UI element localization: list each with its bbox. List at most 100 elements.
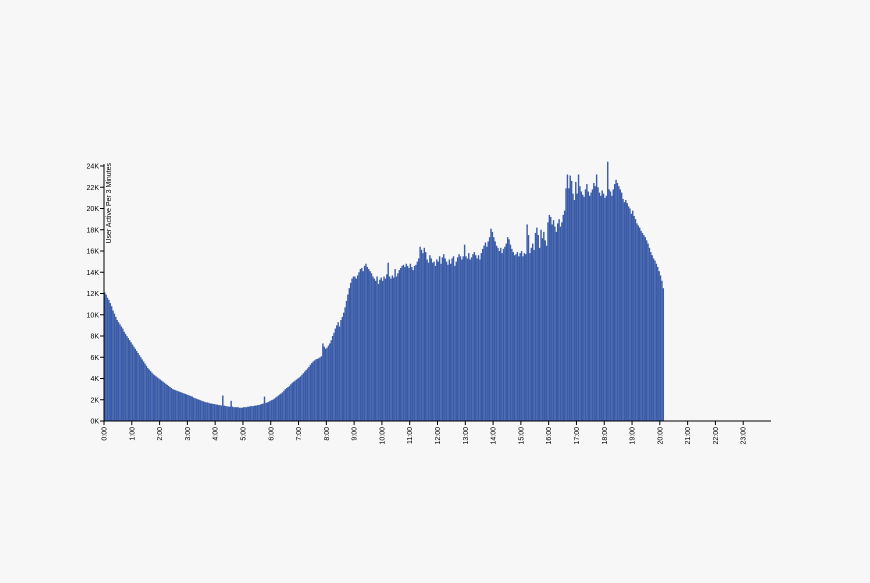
bar — [137, 353, 139, 421]
bar — [638, 227, 641, 422]
bar — [167, 385, 170, 421]
bar — [422, 253, 424, 422]
bar — [160, 380, 163, 422]
bar — [330, 340, 332, 421]
bar — [151, 372, 153, 421]
bar — [306, 368, 309, 421]
bar — [450, 263, 452, 421]
bar — [537, 235, 539, 421]
bar — [219, 405, 221, 421]
bar — [404, 266, 406, 421]
bar — [129, 340, 131, 421]
bar — [645, 240, 648, 422]
bar — [190, 396, 192, 421]
bar — [202, 401, 205, 421]
bar — [119, 324, 121, 421]
bar — [333, 332, 335, 421]
bar — [345, 300, 348, 421]
bar — [205, 402, 207, 421]
bar — [598, 192, 601, 421]
x-tick-label: 4:00 — [213, 427, 220, 441]
bar — [620, 192, 623, 421]
bar — [519, 253, 521, 422]
bar — [261, 404, 263, 421]
bar — [180, 392, 182, 421]
bar — [607, 161, 609, 421]
x-tick-label: 12:00 — [435, 427, 442, 445]
bar — [580, 191, 583, 421]
bar — [437, 261, 439, 422]
bar — [240, 407, 242, 421]
bar — [650, 252, 652, 421]
bar — [368, 269, 370, 421]
bar — [608, 189, 610, 422]
bar — [612, 189, 615, 422]
bar — [516, 252, 519, 421]
bar — [158, 378, 160, 421]
bar — [317, 358, 320, 421]
bar — [134, 348, 136, 421]
bar — [343, 312, 345, 422]
bar — [454, 265, 456, 422]
bar — [619, 189, 621, 422]
bar — [170, 388, 173, 421]
bar — [459, 256, 462, 421]
bar — [562, 214, 564, 422]
bar — [234, 407, 237, 421]
bar — [530, 247, 533, 421]
bar — [251, 406, 253, 422]
bar — [623, 202, 626, 422]
x-tick-label: 14:00 — [491, 427, 498, 445]
bar — [594, 186, 596, 421]
bar — [237, 407, 239, 421]
bar — [434, 265, 437, 422]
bar — [120, 326, 123, 421]
bar — [381, 280, 384, 421]
bar — [424, 252, 427, 421]
bar — [294, 380, 296, 422]
y-tick-label: 22K — [87, 185, 100, 192]
x-tick-label: 20:00 — [657, 427, 664, 445]
bar — [162, 381, 164, 421]
bar — [334, 328, 337, 421]
bar — [555, 231, 558, 422]
bar — [500, 247, 502, 421]
bars-group — [104, 161, 665, 422]
x-tick-label: 18:00 — [602, 427, 609, 445]
bar — [188, 395, 191, 421]
bar — [626, 203, 628, 421]
bar — [141, 359, 143, 422]
bar — [131, 344, 134, 421]
bar — [384, 278, 387, 422]
bar — [401, 265, 403, 422]
bar — [291, 382, 294, 421]
bar — [177, 391, 180, 421]
bar — [511, 248, 513, 422]
bar — [554, 226, 556, 421]
bar — [106, 297, 109, 421]
bar — [529, 253, 531, 422]
bar — [362, 271, 364, 421]
bar — [363, 265, 366, 422]
bar — [123, 331, 125, 421]
bar — [358, 272, 360, 421]
bar — [655, 263, 658, 421]
x-tick-label: 9:00 — [352, 427, 359, 441]
bar — [644, 237, 646, 421]
bar — [438, 256, 441, 421]
bar — [393, 277, 395, 421]
bar — [242, 407, 245, 421]
bar — [411, 266, 413, 421]
bar — [238, 407, 241, 421]
bar — [487, 241, 489, 421]
bar — [613, 184, 616, 421]
bar — [472, 254, 474, 421]
bar — [340, 320, 342, 421]
bar — [124, 333, 127, 422]
bar — [108, 299, 110, 422]
bar — [636, 223, 638, 422]
bar — [504, 246, 506, 421]
bar — [657, 266, 659, 421]
bar — [337, 322, 339, 421]
